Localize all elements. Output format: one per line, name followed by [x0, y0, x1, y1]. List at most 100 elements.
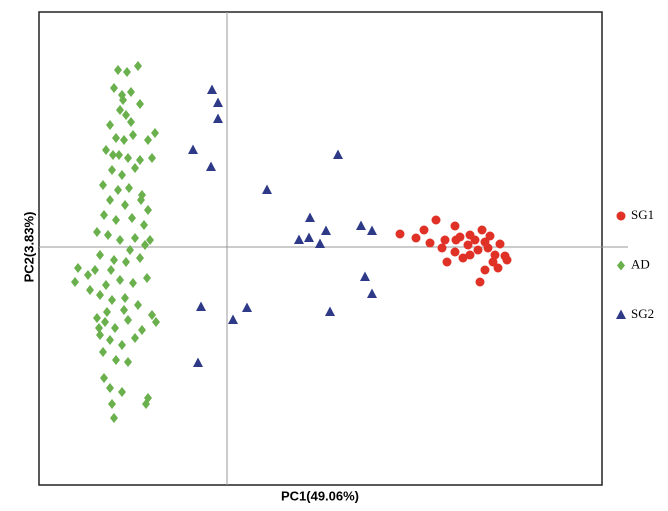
point	[112, 215, 120, 225]
legend-marker	[616, 211, 626, 221]
point	[142, 399, 150, 409]
point	[207, 84, 217, 94]
point	[495, 239, 505, 249]
point	[480, 265, 490, 275]
point	[485, 231, 495, 241]
legend-marker	[616, 309, 626, 319]
point	[93, 227, 101, 237]
point	[99, 347, 107, 357]
point	[120, 135, 128, 145]
point	[262, 184, 272, 194]
point	[465, 250, 475, 260]
point	[129, 278, 137, 288]
point	[114, 185, 122, 195]
point	[431, 215, 441, 225]
point	[101, 317, 109, 327]
point	[315, 238, 325, 248]
legend-label: AD	[631, 256, 650, 271]
point	[96, 250, 104, 260]
point	[122, 257, 130, 267]
point	[106, 335, 114, 345]
point	[144, 205, 152, 215]
point	[136, 155, 144, 165]
point	[124, 153, 132, 163]
point	[129, 130, 137, 140]
point	[131, 163, 139, 173]
point	[140, 220, 148, 230]
point	[115, 150, 123, 160]
point	[110, 413, 118, 423]
point	[473, 245, 483, 255]
point	[125, 183, 133, 193]
point	[193, 357, 203, 367]
point	[141, 240, 149, 250]
point	[106, 120, 114, 130]
point	[367, 225, 377, 235]
point	[93, 313, 101, 323]
point	[480, 237, 490, 247]
point	[136, 99, 144, 109]
point	[124, 357, 132, 367]
point	[122, 110, 130, 120]
point	[395, 229, 405, 239]
point	[419, 225, 429, 235]
x-axis-title: PC1(49.06%)	[281, 488, 359, 503]
point	[106, 383, 114, 393]
point	[118, 170, 126, 180]
point	[490, 250, 500, 260]
legend-marker	[617, 260, 625, 271]
point	[124, 315, 132, 325]
point	[294, 234, 304, 244]
point	[116, 235, 124, 245]
point	[112, 355, 120, 365]
point	[143, 273, 151, 283]
point	[475, 277, 485, 287]
point	[138, 325, 146, 335]
point	[458, 253, 468, 263]
point	[136, 253, 144, 263]
point	[91, 265, 99, 275]
point	[425, 238, 435, 248]
legend-label: SG1	[631, 207, 654, 222]
point	[477, 225, 487, 235]
point	[108, 295, 116, 305]
point	[118, 340, 126, 350]
point	[148, 310, 156, 320]
point	[450, 221, 460, 231]
point	[488, 257, 498, 267]
point	[102, 280, 110, 290]
point	[463, 240, 473, 250]
point	[144, 135, 152, 145]
point	[96, 330, 104, 340]
point	[188, 144, 198, 154]
point	[148, 153, 156, 163]
point	[86, 285, 94, 295]
point	[356, 220, 366, 230]
legend-label: SG2	[631, 306, 654, 321]
point	[206, 161, 216, 171]
y-axis-title: PC2(3.83%)	[21, 212, 36, 283]
point	[128, 213, 136, 223]
point	[102, 145, 110, 155]
point	[112, 133, 120, 143]
point	[104, 230, 112, 240]
point	[100, 373, 108, 383]
point	[84, 270, 92, 280]
point	[74, 263, 82, 273]
point	[121, 293, 129, 303]
point	[107, 265, 115, 275]
point	[110, 255, 118, 265]
point	[152, 317, 160, 327]
point	[131, 333, 139, 343]
point	[437, 243, 447, 253]
point	[108, 165, 116, 175]
point	[196, 301, 206, 311]
point	[333, 149, 343, 159]
point	[134, 300, 142, 310]
point	[116, 275, 124, 285]
point	[213, 113, 223, 123]
point	[108, 399, 116, 409]
point	[440, 235, 450, 245]
